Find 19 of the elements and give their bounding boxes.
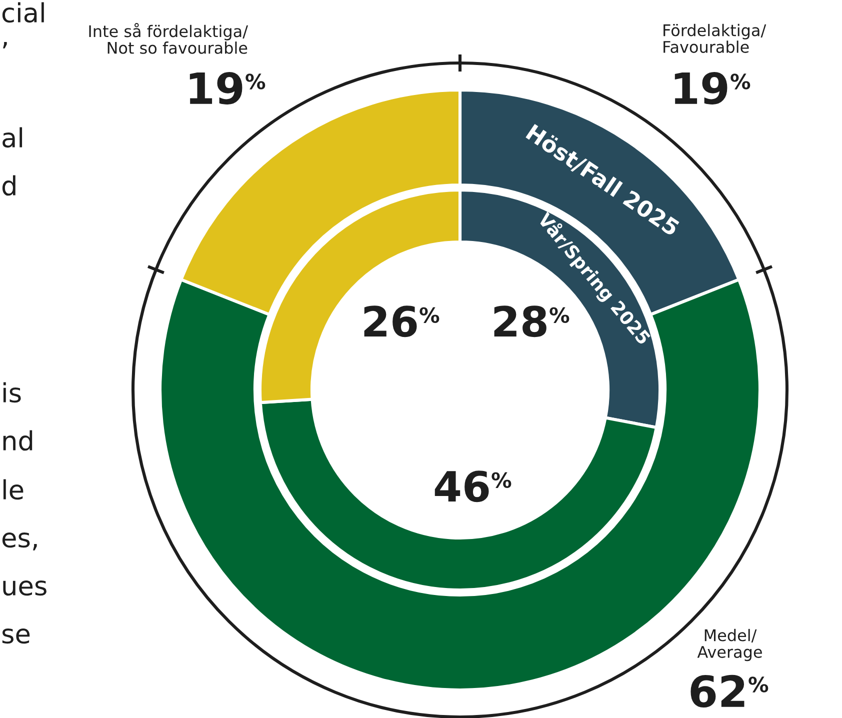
data-label: 62% — [690, 674, 768, 708]
text: se — [2, 628, 30, 644]
slice-label: Medel/ Average — [697, 628, 762, 662]
text: le — [3, 479, 24, 500]
data-label: 19% — [674, 72, 750, 104]
text: is — [3, 382, 21, 403]
text: es, — [2, 532, 37, 550]
slice-label: Inte så fördelaktiga/ Not so favourable — [89, 22, 248, 54]
text: al — [2, 127, 22, 148]
text: cial — [2, 2, 44, 23]
text: d — [2, 175, 16, 196]
data-label: 28% — [494, 306, 570, 338]
data-label: 19% — [190, 72, 266, 104]
text: , — [3, 42, 7, 48]
text: ues — [3, 580, 46, 596]
data-label: 46% — [434, 470, 512, 502]
slice-label: Fördelaktiga/ Favourable — [664, 24, 766, 53]
data-label: 26% — [364, 306, 440, 338]
text: nd — [3, 430, 32, 451]
